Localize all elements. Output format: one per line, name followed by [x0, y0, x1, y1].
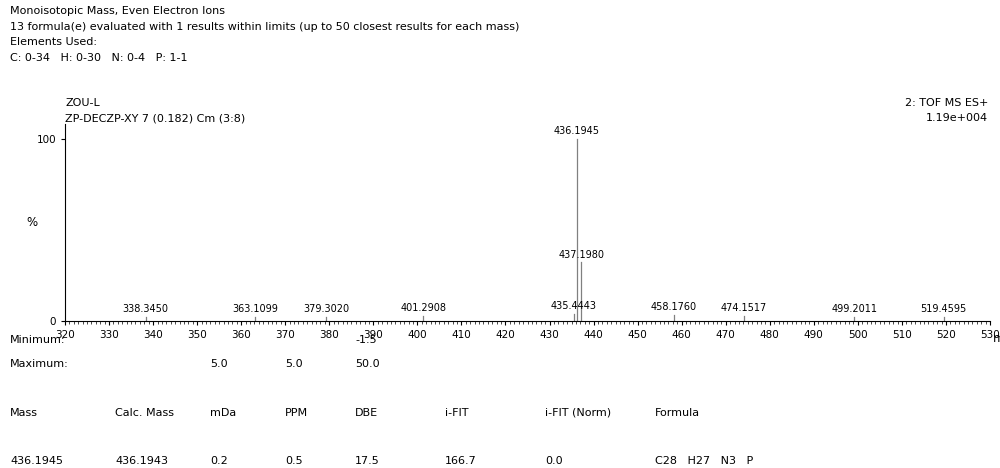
Y-axis label: %: %: [27, 216, 38, 229]
Text: 166.7: 166.7: [445, 456, 477, 466]
Text: Calc. Mass: Calc. Mass: [115, 408, 174, 417]
Text: 0.5: 0.5: [285, 456, 303, 466]
Text: 436.1945: 436.1945: [10, 456, 63, 466]
Text: 0.2: 0.2: [210, 456, 228, 466]
Text: DBE: DBE: [355, 408, 378, 417]
Text: PPM: PPM: [285, 408, 308, 417]
Text: Monoisotopic Mass, Even Electron Ions: Monoisotopic Mass, Even Electron Ions: [10, 6, 225, 15]
Text: 474.1517: 474.1517: [721, 303, 767, 313]
Text: 2: TOF MS ES+: 2: TOF MS ES+: [905, 98, 988, 108]
Text: ZOU-L: ZOU-L: [65, 98, 100, 108]
Text: i-FIT: i-FIT: [445, 408, 468, 417]
Text: Elements Used:: Elements Used:: [10, 37, 97, 47]
Text: 437.1980: 437.1980: [558, 249, 604, 260]
Text: m/z: m/z: [993, 331, 1000, 344]
Text: 499.2011: 499.2011: [831, 304, 877, 314]
Text: 436.1943: 436.1943: [115, 456, 168, 466]
Text: Minimum:: Minimum:: [10, 335, 66, 344]
Text: C28   H27   N3   P: C28 H27 N3 P: [655, 456, 753, 466]
Text: 363.1099: 363.1099: [232, 304, 278, 314]
Text: 5.0: 5.0: [210, 359, 228, 369]
Text: 435.4443: 435.4443: [551, 301, 597, 312]
Text: mDa: mDa: [210, 408, 236, 417]
Text: i-FIT (Norm): i-FIT (Norm): [545, 408, 611, 417]
Text: -1.5: -1.5: [355, 335, 377, 344]
Text: C: 0-34   H: 0-30   N: 0-4   P: 1-1: C: 0-34 H: 0-30 N: 0-4 P: 1-1: [10, 53, 188, 63]
Text: 1.19e+004: 1.19e+004: [926, 113, 988, 123]
Text: ZP-DECZP-XY 7 (0.182) Cm (3:8): ZP-DECZP-XY 7 (0.182) Cm (3:8): [65, 113, 245, 123]
Text: 50.0: 50.0: [355, 359, 380, 369]
Text: 379.3020: 379.3020: [303, 304, 349, 314]
Text: 338.3450: 338.3450: [123, 304, 169, 314]
Text: 436.1945: 436.1945: [554, 126, 600, 136]
Text: Maximum:: Maximum:: [10, 359, 69, 369]
Text: 519.4595: 519.4595: [920, 304, 967, 314]
Text: Formula: Formula: [655, 408, 700, 417]
Text: 401.2908: 401.2908: [400, 303, 446, 313]
Text: Mass: Mass: [10, 408, 38, 417]
Text: 458.1760: 458.1760: [651, 302, 697, 313]
Text: 5.0: 5.0: [285, 359, 303, 369]
Text: 17.5: 17.5: [355, 456, 380, 466]
Text: 0.0: 0.0: [545, 456, 563, 466]
Text: 13 formula(e) evaluated with 1 results within limits (up to 50 closest results f: 13 formula(e) evaluated with 1 results w…: [10, 22, 519, 31]
